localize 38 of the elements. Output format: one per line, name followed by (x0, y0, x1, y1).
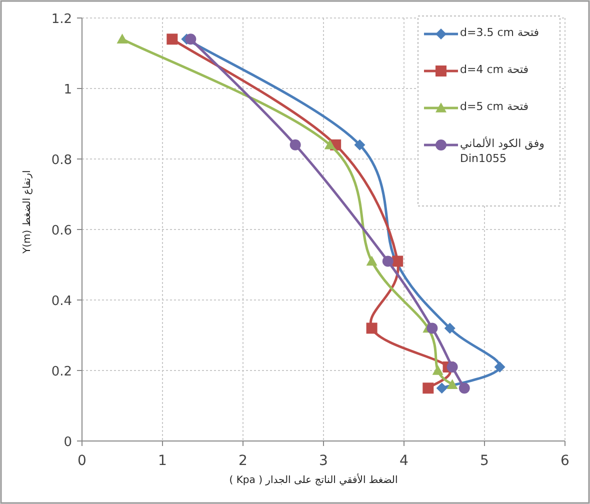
legend-label: فتحة d=4 cm (460, 62, 530, 77)
point (366, 256, 378, 266)
x-tick-label: 3 (319, 453, 328, 469)
y-tick-label: 0.6 (51, 224, 72, 238)
point (116, 34, 128, 44)
point (290, 139, 301, 150)
point (444, 322, 456, 334)
point (432, 365, 444, 375)
x-tick-label: 4 (400, 453, 409, 469)
legend-label: فتحة d=3.5 cm (460, 25, 540, 40)
x-tick-label: 5 (480, 453, 489, 469)
point (366, 322, 378, 334)
point (426, 322, 438, 334)
point (446, 379, 458, 389)
x-axis-title: الضغط الأفقي الناتج على الجدار ( Kpa ) (229, 473, 398, 486)
legend-label: وفق الكود الألماني Din1055 (460, 136, 546, 166)
legend-label: فتحة d=5 cm (460, 99, 530, 114)
y-tick-label: 1 (64, 82, 72, 98)
point (446, 361, 458, 372)
y-tick-label: 0.4 (51, 294, 72, 309)
y-tick-label: 1.2 (51, 12, 72, 27)
point (324, 139, 336, 150)
x-tick-label: 1 (158, 453, 167, 469)
point (185, 34, 196, 45)
y-tick-label: 0.8 (51, 153, 72, 168)
x-tick-label: 6 (560, 453, 570, 469)
y-tick-label: 0 (64, 435, 72, 450)
y-tick-label: 0.2 (51, 364, 72, 380)
point (382, 256, 394, 267)
x-tick-label: 2 (238, 453, 248, 469)
point (458, 382, 470, 394)
point (354, 139, 366, 150)
point (166, 34, 178, 45)
y-axis-title: ارتفاع الضغط Y(m) (22, 170, 33, 255)
point (422, 382, 434, 394)
point (494, 361, 506, 372)
point (436, 382, 448, 394)
x-tick-label: 0 (78, 453, 86, 469)
